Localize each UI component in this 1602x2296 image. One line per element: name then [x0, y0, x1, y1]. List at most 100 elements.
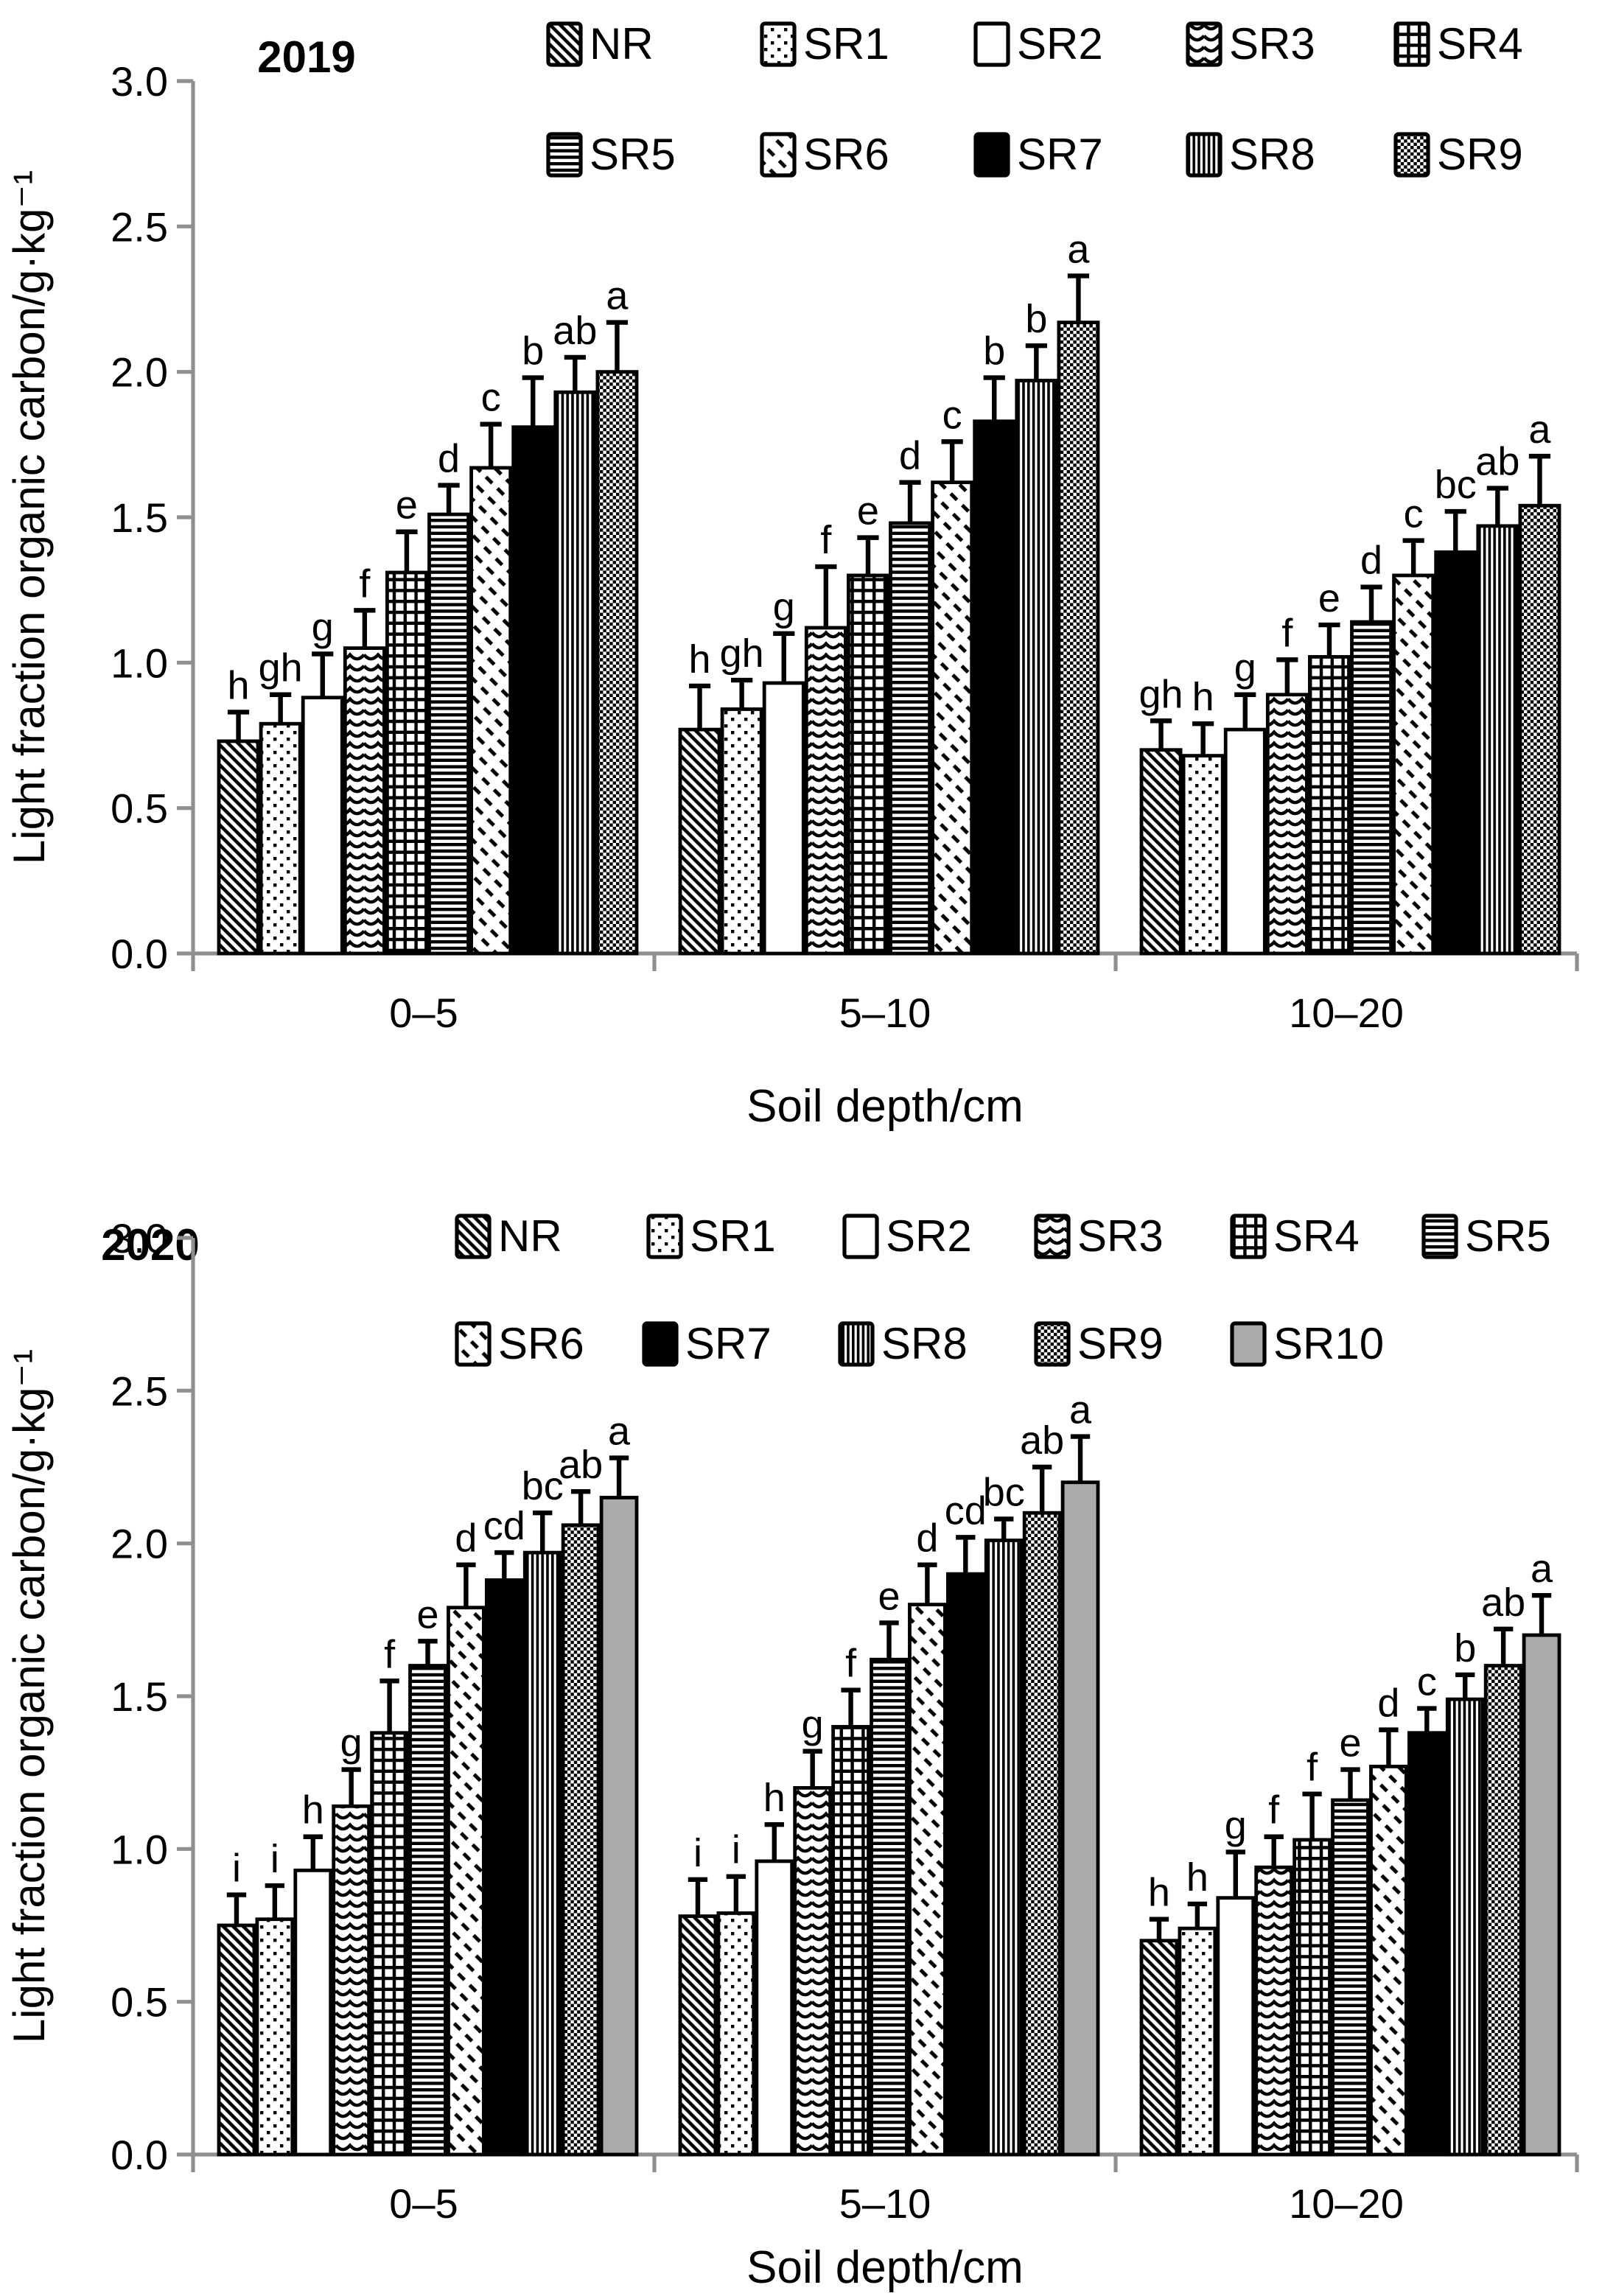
chart-background: [0, 0, 1602, 1148]
bar-SR5: [408, 1664, 447, 2157]
bar-SR1: [716, 1911, 756, 2157]
legend-item-SR7: SR7: [973, 130, 1103, 179]
legend-label: NR: [590, 19, 654, 69]
sig-letter: g: [1225, 1803, 1247, 1847]
legend-item-SR1: SR1: [646, 1211, 776, 1261]
y-tick-label: 0.5: [111, 1979, 168, 2026]
bar-SR5: [1350, 620, 1393, 956]
bar-SR4: [385, 570, 428, 956]
legend-item-SR9: SR9: [1034, 1319, 1164, 1368]
bar-SR9: [561, 1523, 601, 2157]
legend-label: SR7: [1017, 130, 1103, 179]
bar-group-SR5-0–5: e: [408, 1592, 447, 2157]
bar-group-SR1-0–5: gh: [259, 646, 303, 956]
sig-letter: f: [384, 1632, 396, 1676]
bar-SR10: [599, 1496, 639, 2157]
legend-swatch-dots-icon: [760, 21, 797, 67]
sig-letter: h: [689, 637, 711, 682]
sig-letter: e: [878, 1574, 900, 1618]
bar-group-SR1-5–10: i: [716, 1828, 756, 2157]
legend-item-NR: NR: [546, 19, 654, 69]
bar-group-NR-5–10: i: [678, 1831, 718, 2157]
bar-group-SR4-10–20: f: [1293, 1746, 1332, 2157]
legend-swatch-grid-icon: [1230, 1214, 1267, 1259]
legend-swatch-vertical-stripes-icon: [838, 1321, 875, 1367]
sig-letter: d: [1377, 1681, 1399, 1726]
legend-swatch-wave-icon: [1034, 1214, 1071, 1259]
sig-letter: cd: [945, 1488, 987, 1533]
legend-label: SR4: [1437, 19, 1523, 69]
sig-letter: b: [522, 329, 544, 374]
sig-letter: i: [232, 1847, 241, 1891]
y-tick-label: 0.0: [111, 931, 168, 977]
bar-group-SR3-10–20: f: [1254, 1788, 1294, 2157]
sig-letter: f: [1307, 1746, 1318, 1790]
bar-SR5: [870, 1657, 909, 2157]
legend-swatch-plain-white-icon: [973, 21, 1010, 67]
legend-swatch-wave-icon: [1186, 21, 1223, 67]
bar-group-SR4-5–10: f: [831, 1642, 870, 2157]
legend-item-SR5: SR5: [1421, 1211, 1551, 1261]
sig-letter: ab: [553, 309, 597, 353]
bar-SR8: [1445, 1697, 1485, 2157]
bar-SR3: [804, 626, 847, 956]
bar-SR7: [973, 419, 1016, 956]
sig-letter: bc: [983, 1471, 1025, 1515]
bar-NR: [217, 1923, 256, 2157]
bar-group-SR7-5–10: cd: [945, 1488, 987, 2157]
bar-SR2: [293, 1868, 333, 2157]
sig-letter: f: [1281, 611, 1293, 655]
bar-SR6: [908, 1603, 947, 2157]
y-tick-label: 3.0: [111, 58, 168, 105]
bar-SR9: [1483, 1664, 1523, 2157]
sig-letter: gh: [259, 646, 303, 690]
bar-SR7: [1407, 1731, 1447, 2157]
legend-item-SR1: SR1: [760, 19, 889, 69]
sig-letter: e: [857, 489, 879, 533]
sig-letter: b: [1025, 297, 1047, 341]
bar-SR2: [1223, 727, 1267, 956]
sig-letter: h: [1186, 1855, 1209, 1900]
bar-SR8: [984, 1539, 1024, 2157]
bar-SR6: [469, 466, 513, 956]
sig-letter: b: [983, 329, 1005, 374]
legend-label: SR5: [1465, 1211, 1551, 1261]
sig-letter: g: [773, 585, 795, 629]
bar-SR2: [762, 681, 805, 956]
sig-letter: d: [899, 434, 921, 478]
legend-label: SR10: [1273, 1319, 1384, 1368]
sig-letter: e: [416, 1592, 438, 1637]
bar-group-SR8-5–10: b: [1015, 297, 1058, 956]
y-tick-label: 3.0: [111, 1215, 168, 1261]
bar-SR9: [1057, 321, 1100, 956]
chart-2019: 2019 NR SR1 SR2 SR3 SR4 SR5 SR6 SR7 SR8 SR9 0.0 0.5 1…: [0, 0, 1602, 1148]
bar-group-SR3-5–10: g: [793, 1703, 833, 2157]
legend-swatch-grid-icon: [1393, 21, 1430, 67]
bar-group-SR4-0–5: e: [385, 483, 428, 956]
bar-SR3: [332, 1804, 371, 2157]
legend-label: SR6: [803, 130, 889, 179]
bar-group-SR8-5–10: bc: [983, 1471, 1025, 2157]
legend-item-SR3: SR3: [1034, 1211, 1164, 1261]
y-tick-label: 0.5: [111, 785, 168, 832]
sig-letter: d: [438, 437, 460, 481]
legend-swatch-solid-black-icon: [973, 132, 1010, 178]
sig-letter: f: [359, 561, 371, 606]
bar-SR5: [427, 512, 470, 956]
sig-letter: d: [455, 1516, 477, 1561]
bar-NR: [1139, 1939, 1179, 2157]
sig-letter: bc: [522, 1464, 564, 1508]
legend-item-SR9: SR9: [1393, 130, 1523, 179]
x-axis-title: Soil depth/cm: [746, 1081, 1024, 1132]
bar-SR3: [343, 646, 386, 956]
chart-title: 2020: [101, 1220, 199, 1270]
bar-SR7: [511, 425, 555, 956]
sig-letter: ab: [1020, 1418, 1064, 1463]
y-tick-label: 2.5: [111, 1368, 168, 1414]
bar-group-SR2-5–10: h: [755, 1776, 794, 2157]
bar-group-NR-0–5: h: [217, 663, 260, 956]
bar-NR: [678, 1914, 718, 2157]
sig-letter: i: [732, 1828, 741, 1872]
bar-SR6: [447, 1606, 486, 2157]
sig-letter: f: [820, 518, 832, 562]
